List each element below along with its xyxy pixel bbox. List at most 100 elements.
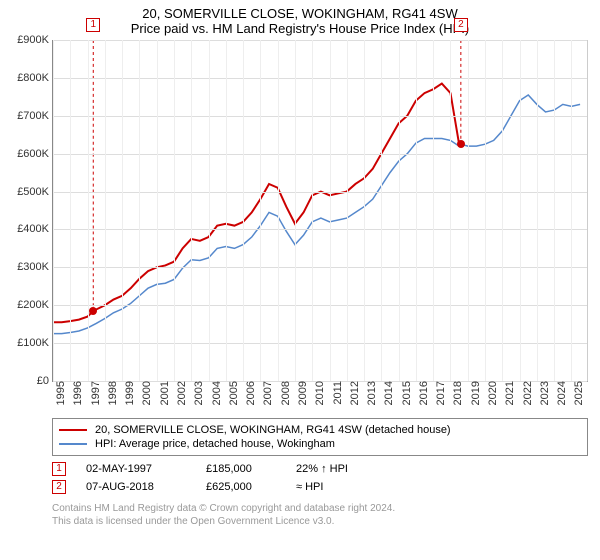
gridline-horizontal — [53, 343, 587, 344]
gridline-vertical — [209, 40, 210, 381]
sales-table: 102-MAY-1997£185,00022% ↑ HPI207-AUG-201… — [52, 460, 588, 496]
gridline-vertical — [295, 40, 296, 381]
x-axis-label: 2003 — [189, 381, 205, 405]
gridline-horizontal — [53, 267, 587, 268]
gridline-vertical — [243, 40, 244, 381]
x-axis-label: 2017 — [431, 381, 447, 405]
y-axis-label: £300K — [17, 261, 53, 273]
footer-attribution: Contains HM Land Registry data © Crown c… — [52, 502, 588, 528]
x-axis-label: 2025 — [569, 381, 585, 405]
gridline-vertical — [520, 40, 521, 381]
gridline-horizontal — [53, 229, 587, 230]
legend-box: 20, SOMERVILLE CLOSE, WOKINGHAM, RG41 4S… — [52, 418, 588, 456]
y-axis-label: £100K — [17, 337, 53, 349]
x-axis-label: 2024 — [552, 381, 568, 405]
sale-marker: 1 — [52, 462, 66, 476]
legend-label: 20, SOMERVILLE CLOSE, WOKINGHAM, RG41 4S… — [95, 424, 451, 436]
gridline-vertical — [70, 40, 71, 381]
x-axis-label: 1995 — [51, 381, 67, 405]
gridline-vertical — [278, 40, 279, 381]
x-axis-label: 1996 — [68, 381, 84, 405]
gridline-vertical — [399, 40, 400, 381]
x-axis-label: 1998 — [103, 381, 119, 405]
gridline-vertical — [485, 40, 486, 381]
series-line — [53, 95, 580, 334]
sale-date: 02-MAY-1997 — [86, 463, 186, 475]
y-axis-label: £600K — [17, 148, 53, 160]
x-axis-label: 2013 — [362, 381, 378, 405]
gridline-horizontal — [53, 78, 587, 79]
chart-marker-label: 1 — [86, 18, 100, 32]
gridline-horizontal — [53, 305, 587, 306]
x-axis-label: 2000 — [137, 381, 153, 405]
y-axis-label: £900K — [17, 34, 53, 46]
gridline-vertical — [312, 40, 313, 381]
x-axis-label: 2008 — [276, 381, 292, 405]
gridline-vertical — [105, 40, 106, 381]
x-axis-label: 2018 — [448, 381, 464, 405]
gridline-vertical — [157, 40, 158, 381]
gridline-vertical — [88, 40, 89, 381]
x-axis-label: 1999 — [120, 381, 136, 405]
chart-marker-label: 2 — [454, 18, 468, 32]
sale-row: 1 02-MAY-1997 £185,000 22% ↑ HPI — [52, 460, 588, 478]
footer-line-2: This data is licensed under the Open Gov… — [52, 515, 588, 528]
x-axis-label: 2009 — [293, 381, 309, 405]
y-axis-label: £800K — [17, 72, 53, 84]
legend-item: 20, SOMERVILLE CLOSE, WOKINGHAM, RG41 4S… — [59, 423, 581, 437]
footer-line-1: Contains HM Land Registry data © Crown c… — [52, 502, 588, 515]
x-axis-label: 2023 — [535, 381, 551, 405]
gridline-vertical — [554, 40, 555, 381]
sale-price: £185,000 — [206, 463, 276, 475]
gridline-vertical — [139, 40, 140, 381]
x-axis-label: 2011 — [328, 381, 344, 405]
gridline-vertical — [53, 40, 54, 381]
x-axis-label: 1997 — [86, 381, 102, 405]
x-axis-label: 2012 — [345, 381, 361, 405]
x-axis-label: 2004 — [207, 381, 223, 405]
sale-delta: ≈ HPI — [296, 481, 323, 493]
legend-color-swatch — [59, 443, 87, 445]
gridline-horizontal — [53, 40, 587, 41]
gridline-vertical — [226, 40, 227, 381]
gridline-vertical — [468, 40, 469, 381]
gridline-vertical — [416, 40, 417, 381]
gridline-vertical — [174, 40, 175, 381]
y-axis-label: £500K — [17, 186, 53, 198]
legend-item: HPI: Average price, detached house, Woki… — [59, 437, 581, 451]
sale-price: £625,000 — [206, 481, 276, 493]
gridline-vertical — [191, 40, 192, 381]
gridline-vertical — [502, 40, 503, 381]
sale-row: 207-AUG-2018£625,000≈ HPI — [52, 478, 588, 496]
gridline-vertical — [347, 40, 348, 381]
sale-delta: 22% ↑ HPI — [296, 463, 348, 475]
gridline-horizontal — [53, 154, 587, 155]
gridline-vertical — [381, 40, 382, 381]
x-axis-label: 2005 — [224, 381, 240, 405]
x-axis-label: 2022 — [518, 381, 534, 405]
chart-area: £0£100K£200K£300K£400K£500K£600K£700K£80… — [52, 40, 588, 410]
gridline-vertical — [537, 40, 538, 381]
x-axis-label: 2001 — [155, 381, 171, 405]
gridline-horizontal — [53, 116, 587, 117]
plot-region: £0£100K£200K£300K£400K£500K£600K£700K£80… — [52, 40, 588, 382]
gridline-vertical — [571, 40, 572, 381]
series-line — [53, 84, 461, 323]
chart-marker-dot — [89, 307, 97, 315]
gridline-vertical — [122, 40, 123, 381]
y-axis-label: £700K — [17, 110, 53, 122]
x-axis-label: 2015 — [397, 381, 413, 405]
x-axis-label: 2007 — [258, 381, 274, 405]
chart-container: 20, SOMERVILLE CLOSE, WOKINGHAM, RG41 4S… — [0, 0, 600, 560]
x-axis-label: 2019 — [466, 381, 482, 405]
line-canvas — [53, 40, 587, 381]
legend-label: HPI: Average price, detached house, Woki… — [95, 438, 335, 450]
gridline-horizontal — [53, 192, 587, 193]
legend-color-swatch — [59, 429, 87, 431]
y-axis-label: £200K — [17, 299, 53, 311]
x-axis-label: 2014 — [379, 381, 395, 405]
y-axis-label: £400K — [17, 223, 53, 235]
x-axis-label: 2020 — [483, 381, 499, 405]
x-axis-label: 2002 — [172, 381, 188, 405]
gridline-vertical — [260, 40, 261, 381]
